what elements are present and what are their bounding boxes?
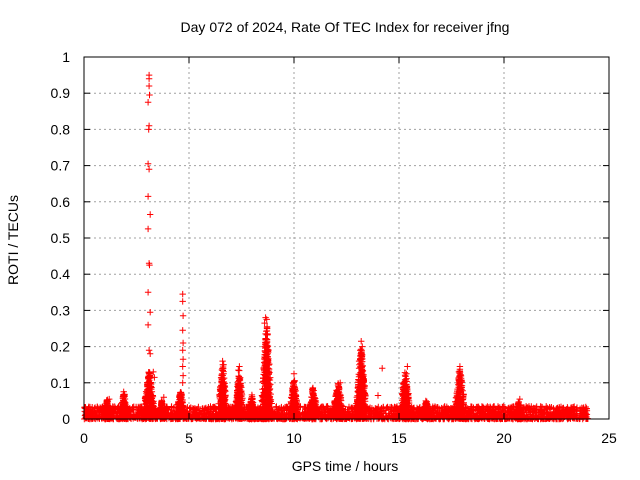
- data-point: [553, 406, 560, 414]
- data-point: [483, 404, 490, 411]
- data-point: [135, 407, 142, 414]
- data-point: [366, 412, 374, 420]
- data-point: [556, 404, 563, 411]
- data-point: [525, 405, 532, 412]
- data-point: [278, 409, 286, 416]
- data-point: [566, 411, 574, 418]
- data-point: [484, 403, 491, 410]
- data-point: [82, 404, 89, 411]
- data-point: [576, 405, 584, 412]
- data-point: [111, 404, 119, 411]
- data-point: [131, 412, 139, 419]
- data-point: [431, 403, 439, 410]
- data-point: [196, 407, 204, 414]
- data-point: [468, 403, 476, 410]
- data-point: [533, 409, 540, 416]
- data-point: [479, 411, 487, 418]
- data-point: [507, 408, 514, 415]
- data-point: [275, 414, 283, 422]
- data-point: [382, 410, 389, 417]
- data-point: [299, 409, 306, 416]
- data-point: [553, 415, 560, 422]
- data-point: [375, 409, 382, 416]
- data-point: [553, 408, 561, 415]
- data-point: [349, 409, 356, 416]
- data-point: [93, 412, 100, 419]
- data-point: [370, 414, 377, 422]
- data-point: [505, 411, 512, 418]
- data-point: [559, 409, 566, 416]
- data-point: [207, 415, 214, 422]
- data-point: [499, 403, 507, 411]
- data-point: [102, 414, 109, 421]
- data-point: [136, 403, 144, 411]
- data-point: [318, 403, 326, 410]
- data-point: [274, 406, 282, 413]
- data-point: [320, 404, 327, 412]
- data-point: [105, 405, 112, 412]
- data-point: [431, 404, 438, 412]
- data-point: [474, 406, 481, 413]
- data-point: [563, 406, 571, 413]
- data-point: [581, 406, 589, 414]
- data-point: [528, 414, 536, 422]
- data-point: [502, 407, 509, 414]
- chart-title: Day 072 of 2024, Rate Of TEC Index for r…: [181, 19, 510, 35]
- data-point: [579, 412, 586, 419]
- data-point: [368, 405, 376, 412]
- data-point: [387, 414, 394, 422]
- data-point: [538, 407, 545, 415]
- data-point: [573, 408, 580, 415]
- data-point: [539, 404, 546, 411]
- data-point: [191, 408, 198, 415]
- data-point: [269, 415, 277, 422]
- data-point: [442, 408, 450, 415]
- data-point: [494, 403, 502, 410]
- data-point: [434, 408, 442, 416]
- data-point: [544, 410, 552, 417]
- data-point: [414, 411, 421, 418]
- data-point: [227, 414, 235, 422]
- data-point: [544, 404, 551, 412]
- data-point: [486, 412, 494, 420]
- data-points: [81, 71, 591, 423]
- data-point: [470, 407, 477, 415]
- data-point: [383, 404, 391, 411]
- data-point: [571, 412, 579, 419]
- data-point: [89, 407, 96, 414]
- data-point: [476, 412, 483, 419]
- data-point: [500, 412, 507, 419]
- data-point: [487, 410, 495, 417]
- data-point: [82, 412, 89, 419]
- data-point: [540, 415, 547, 422]
- grid-lines: [84, 57, 609, 419]
- data-point: [439, 411, 446, 419]
- data-point: [92, 412, 99, 420]
- data-point: [282, 404, 289, 411]
- data-point: [200, 410, 207, 417]
- data-point: [527, 409, 534, 416]
